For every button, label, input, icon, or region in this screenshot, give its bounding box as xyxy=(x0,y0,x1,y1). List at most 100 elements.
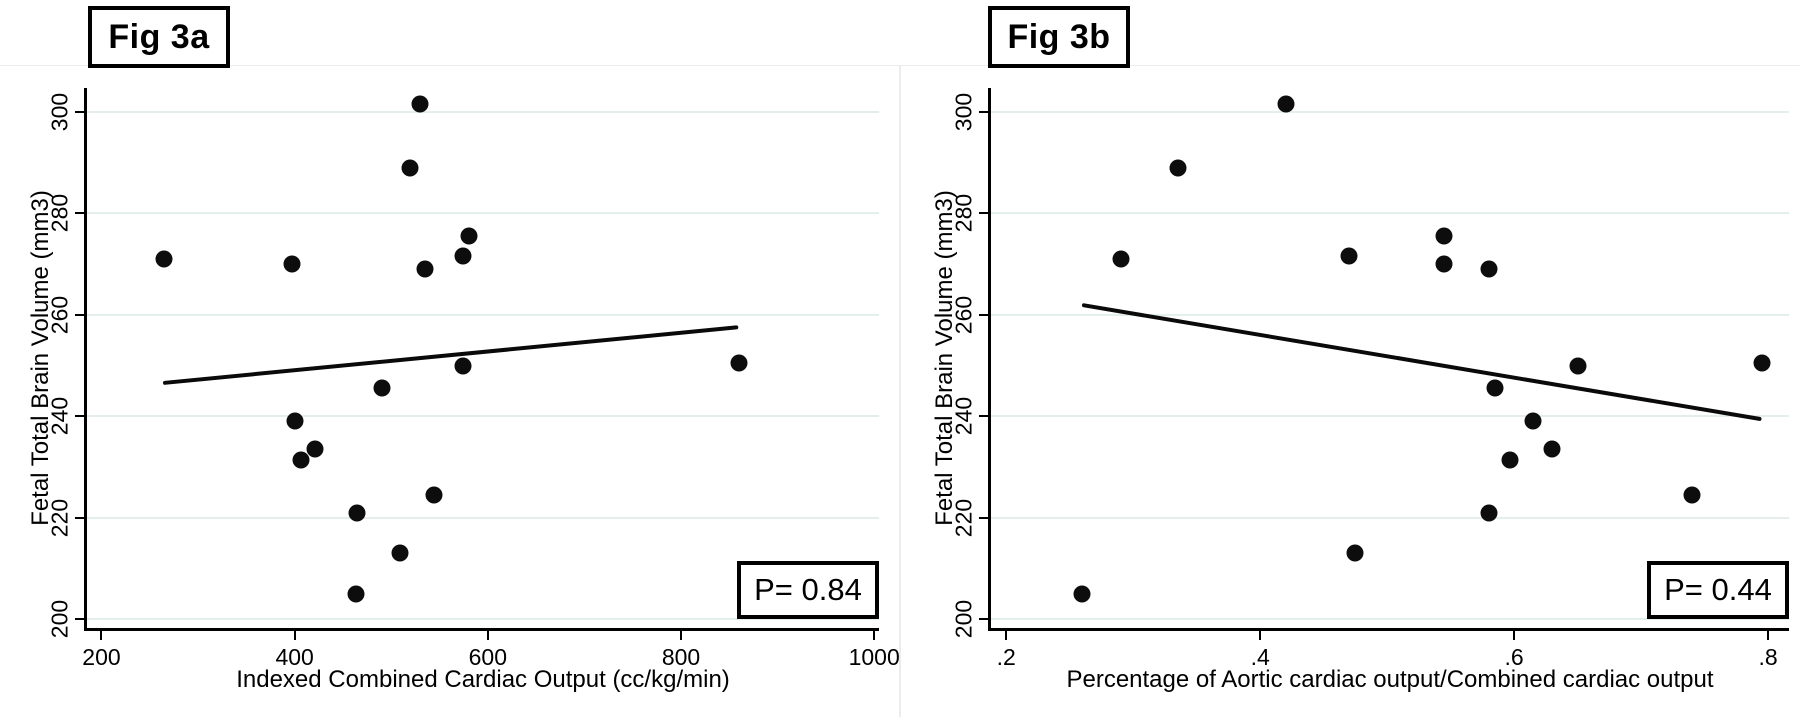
x-axis-tick xyxy=(1513,631,1516,640)
data-point xyxy=(460,227,478,245)
y-axis-tick-label: 200 xyxy=(46,600,73,639)
y-axis-tick-label: 220 xyxy=(950,498,977,538)
data-point xyxy=(283,255,301,273)
data-point xyxy=(1340,247,1358,265)
regression-line xyxy=(1082,302,1763,421)
y-axis-tick xyxy=(979,212,988,215)
data-point xyxy=(347,585,364,603)
x-axis-tick-label: .6 xyxy=(1504,644,1524,670)
x-axis-tick-label: 400 xyxy=(275,644,314,670)
grid-line xyxy=(991,516,1789,519)
data-point xyxy=(401,159,419,177)
x-axis-tick xyxy=(100,631,103,640)
y-axis-tick-label: 300 xyxy=(950,92,977,132)
y-axis-tick-label: 260 xyxy=(950,295,977,335)
data-point xyxy=(1543,440,1561,458)
x-axis-title: Indexed Combined Cardiac Output (cc/kg/m… xyxy=(236,666,730,693)
data-point xyxy=(730,354,748,372)
fig-label-box: Fig 3b xyxy=(988,6,1130,68)
y-axis-tick xyxy=(979,516,988,519)
y-axis-tick xyxy=(75,516,84,519)
y-axis-tick xyxy=(75,313,84,316)
grid-line xyxy=(87,212,879,215)
data-point xyxy=(391,544,409,562)
p-value-box: P= 0.44 xyxy=(1647,561,1789,619)
y-axis-tick-label: 240 xyxy=(950,397,977,436)
data-point xyxy=(411,95,429,113)
fig-label-box: Fig 3a xyxy=(88,6,230,68)
data-point xyxy=(1524,412,1542,430)
grid-line xyxy=(991,212,1789,215)
data-point xyxy=(1480,260,1498,278)
x-axis-tick-label: 1000 xyxy=(848,644,900,670)
data-point xyxy=(155,250,173,268)
data-point xyxy=(286,412,304,430)
y-axis-title: Fetal Total Brain Volume (mm3) xyxy=(931,190,958,526)
plot-area: P= 0.44 Percentage of Aortic cardiac out… xyxy=(931,88,1789,693)
x-axis-tick xyxy=(1767,631,1770,640)
x-axis-tick xyxy=(873,631,876,640)
data-point xyxy=(1346,544,1364,562)
data-point xyxy=(1501,451,1519,468)
data-point xyxy=(1073,585,1091,603)
data-point xyxy=(1435,255,1453,273)
y-axis-tick-label: 220 xyxy=(46,498,73,538)
data-point xyxy=(306,440,324,458)
x-axis-tick xyxy=(486,631,489,640)
y-axis-tick-label: 200 xyxy=(950,600,977,639)
y-axis-tick xyxy=(75,110,84,113)
data-point xyxy=(1112,250,1129,268)
data-point xyxy=(454,357,472,375)
data-point xyxy=(1683,486,1701,504)
grid-line xyxy=(991,313,1789,316)
fig-label: Fig 3b xyxy=(1007,17,1111,56)
data-point xyxy=(348,504,366,522)
x-axis-tick-label: 800 xyxy=(661,644,701,670)
y-axis-tick-label: 260 xyxy=(46,295,73,335)
data-point xyxy=(454,247,472,265)
y-axis-tick-label: 300 xyxy=(46,92,73,132)
y-axis-title: Fetal Total Brain Volume (mm3) xyxy=(27,190,54,526)
grid-line xyxy=(87,618,879,621)
y-axis-tick-label: 240 xyxy=(46,397,73,436)
x-axis-title: Percentage of Aortic cardiac output/Comb… xyxy=(1066,666,1714,693)
x-axis-tick xyxy=(293,631,296,640)
y-axis-tick-label: 280 xyxy=(950,194,977,233)
x-axis-tick-label: .4 xyxy=(1250,644,1270,670)
y-axis-tick xyxy=(75,212,84,215)
p-value-box: P= 0.84 xyxy=(737,561,879,619)
data-point xyxy=(425,486,443,504)
fig-label: Fig 3a xyxy=(108,17,210,56)
data-point xyxy=(1435,227,1453,245)
data-point xyxy=(416,260,434,278)
grid-line xyxy=(991,415,1789,418)
data-point xyxy=(1277,95,1295,113)
grid-line xyxy=(991,618,1789,621)
p-value-label: P= 0.84 xyxy=(754,572,862,607)
y-axis-tick xyxy=(979,618,988,621)
x-axis-tick-label: .2 xyxy=(996,644,1016,670)
regression-line xyxy=(163,325,740,386)
data-point xyxy=(1569,357,1587,375)
data-point xyxy=(1480,504,1498,522)
x-axis-tick xyxy=(1005,631,1008,640)
y-axis-tick xyxy=(979,313,988,316)
p-value-label: P= 0.44 xyxy=(1664,572,1772,607)
panel-divider xyxy=(899,65,901,717)
grid-line xyxy=(87,516,879,519)
y-axis-tick xyxy=(75,415,84,418)
data-point xyxy=(1169,159,1187,177)
grid-line xyxy=(87,110,879,113)
x-axis-tick xyxy=(680,631,682,640)
data-point xyxy=(292,451,310,468)
data-point xyxy=(1486,379,1504,397)
figure-panel-a: Fig 3a P= 0.84 Indexed Combined Cardiac … xyxy=(0,0,900,717)
figure-panel-b: Fig 3b P= 0.44 Percentage of Aortic card… xyxy=(898,0,1800,717)
y-axis-tick xyxy=(979,110,988,113)
plot-area: P= 0.84 Indexed Combined Cardiac Output … xyxy=(27,88,900,693)
y-axis-tick xyxy=(75,618,84,621)
x-axis-tick xyxy=(1259,631,1262,640)
x-axis-tick-label: 600 xyxy=(468,644,508,670)
grid-line xyxy=(87,313,879,316)
x-axis-tick-label: .8 xyxy=(1758,644,1778,670)
